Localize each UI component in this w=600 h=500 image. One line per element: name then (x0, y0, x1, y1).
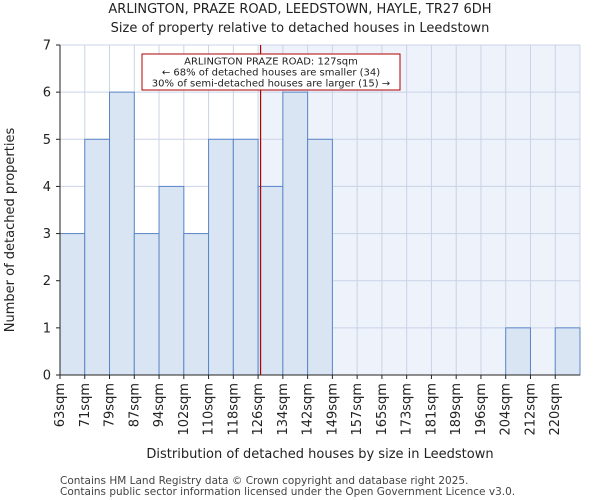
y-tick-label: 2 (43, 274, 51, 289)
footer-line-1: Contains HM Land Registry data © Crown c… (60, 475, 468, 487)
x-tick-label: 165sqm (375, 383, 390, 436)
x-tick-label: 189sqm (449, 383, 464, 436)
bar-118sqm (232, 138, 259, 376)
y-tick-label: 7 (43, 39, 51, 54)
x-tick-label: 157sqm (350, 383, 365, 436)
bar-220sqm (554, 327, 581, 376)
y-tick-label: 3 (43, 227, 51, 242)
x-tick-label: 134sqm (276, 383, 291, 436)
y-tick-label: 6 (43, 86, 51, 101)
bar-102sqm (183, 233, 210, 376)
x-tick-label: 126sqm (251, 383, 266, 436)
y-axis-label: Number of detached properties (3, 128, 18, 333)
bar-204sqm (505, 327, 531, 376)
x-tick-label: 149sqm (325, 383, 340, 436)
footer-line-2: Contains public sector information licen… (60, 486, 515, 498)
x-tick-label: 63sqm (53, 383, 68, 427)
bar-71sqm (84, 138, 111, 376)
x-tick-label: 142sqm (301, 383, 316, 436)
x-tick-label: 102sqm (177, 383, 192, 436)
plot-area: 0 1 2 3 4 5 6 7 63sqm 71sqm 79sqm 87sqm 94sqm 102sqm 1… (43, 39, 581, 436)
bar-126sqm (257, 185, 284, 376)
annotation-line-3: 30% of semi-detached houses are larger (… (152, 79, 390, 90)
y-tick-label: 1 (43, 321, 51, 336)
x-axis-label: Distribution of detached houses by size … (146, 447, 493, 462)
bar-142sqm (307, 138, 333, 376)
x-tick-label: 118sqm (226, 383, 241, 436)
bar-94sqm (158, 185, 185, 376)
bar-134sqm (282, 91, 309, 376)
x-tick-label: 87sqm (127, 383, 142, 427)
x-tick-label: 204sqm (499, 383, 514, 436)
x-tick-label: 181sqm (424, 383, 439, 436)
y-tick-label: 4 (43, 180, 51, 195)
chart-title: ARLINGTON, PRAZE ROAD, LEEDSTOWN, HAYLE,… (108, 2, 491, 17)
bar-110sqm (208, 138, 234, 376)
x-tick-label: 212sqm (523, 383, 538, 436)
bar-63sqm (59, 233, 86, 376)
bar-87sqm (133, 233, 160, 376)
annotation-line-2: ← 68% of detached houses are smaller (34… (162, 68, 380, 79)
x-tick-label: 173sqm (400, 383, 415, 436)
chart-subtitle: Size of property relative to detached ho… (111, 21, 490, 36)
annotation-line-1: ARLINGTON PRAZE ROAD: 127sqm (184, 57, 358, 68)
y-tick-label: 0 (43, 369, 51, 384)
x-tick-label: 79sqm (103, 383, 118, 427)
annotation-box (141, 53, 401, 91)
x-tick-label: 196sqm (474, 383, 489, 436)
x-tick-label: 220sqm (548, 383, 563, 436)
x-tick-label: 94sqm (152, 383, 167, 427)
x-tick-label: 71sqm (78, 383, 93, 427)
x-tick-label: 110sqm (202, 383, 217, 436)
bar-79sqm (109, 91, 135, 376)
y-tick-label: 5 (43, 133, 51, 148)
